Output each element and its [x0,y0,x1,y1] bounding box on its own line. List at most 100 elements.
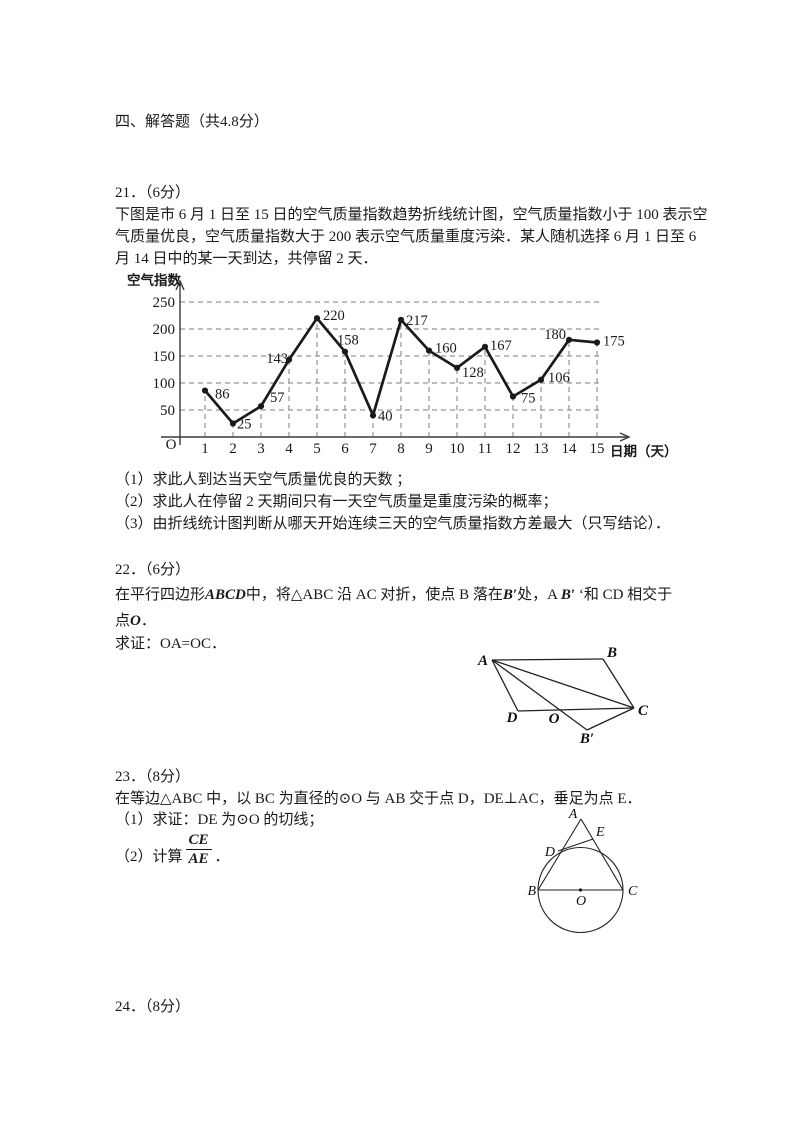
q21-number: 21．（6分） [115,185,191,201]
chart-xtick-label: 7 [369,441,377,457]
fig22-label-b: B [606,645,617,661]
chart-point-value-label: 86 [215,387,230,403]
fig23-segment-de [557,838,594,852]
chart-data-point [425,347,433,354]
q22-text: 中，将△ABC 沿 AC 对折，使点 B 落在 [245,587,503,603]
q22-text: ． [140,613,156,629]
chart-ytick-label: 50 [160,403,175,419]
fig22-segment-cbprime [586,707,635,731]
chart-data-point [565,336,573,343]
fig22-edge-dc [517,707,635,712]
chart-xtick-label: 14 [562,441,578,457]
chart-origin-label: O [166,437,177,453]
fig23-label-b: B [527,884,536,899]
chart-point-value-label: 57 [270,390,285,406]
q22-text: 处，A [517,587,561,603]
q22-text: 点 [115,613,131,629]
q22-var-bprime: B′ [502,587,518,603]
q22-var-o: O [130,613,141,629]
chart-point-value-label: 220 [323,308,345,324]
fig22-segment-abprime [491,659,588,731]
chart-point-value-label: 106 [548,370,570,386]
chart-xtick-label: 8 [397,441,405,457]
air-quality-line-chart: 5010015020025086255714322015840217160128… [127,272,678,459]
fraction-ce-over-ae: CE AE [185,833,212,867]
q21-sub-2: （2）求此人在停留 2 天期间只有一天空气质量是重度污染的概率； [115,494,558,510]
q22-text: ‘和 CD 相交于 [575,587,673,603]
chart-xtick-label: 15 [590,441,605,457]
chart-xtick-label: 4 [285,441,293,457]
chart-ytick-label: 200 [153,322,176,338]
q23-number: 23．（8分） [115,769,191,785]
chart-xtick-label: 3 [257,441,265,457]
fig23-label-a: A [568,807,578,822]
chart-point-value-label: 25 [237,417,252,433]
chart-x-axis-arrow [619,432,631,442]
fig23-label-d: D [544,845,555,860]
q23-sub2-suffix: ． [214,849,230,865]
q22-statement-line-1: 在平行四边形ABCD中，将△ABC 沿 AC 对折，使点 B 落在B′处，A B… [115,585,672,605]
chart-xtick-label: 11 [478,441,492,457]
q24-number: 24．（8分） [115,999,191,1015]
chart-point-value-label: 175 [603,334,625,350]
fig22-diagonal-ac [491,659,635,709]
chart-point-value-label: 40 [378,408,393,424]
chart-point-value-label: 128 [462,365,484,381]
q22-statement-line-2: 点O． [115,611,156,631]
q22-var-abcd: ABCD [205,587,246,603]
chart-point-value-label: 143 [266,351,288,367]
chart-xtick-label: 13 [534,441,549,457]
chart-xtick-label: 12 [506,441,521,457]
fig22-label-o: O [549,711,560,727]
chart-y-axis-arrow [175,279,185,291]
q22-number: 22．（6分） [115,562,191,578]
fig23-label-c: C [628,884,638,899]
chart-ytick-label: 250 [153,295,176,311]
chart-xtick-label: 5 [313,441,321,457]
q22-text: 在平行四边形 [115,587,206,603]
fraction-denominator: AE [188,851,209,867]
fraction-numerator: CE [185,833,212,850]
chart-point-value-label: 180 [544,327,566,343]
chart-point-value-label: 75 [521,391,536,407]
chart-xtick-label: 1 [201,441,209,457]
chart-ytick-label: 100 [153,376,176,392]
q23-sub-2: （2）计算 CE AE ． [115,833,230,867]
fig23-center-dot [578,888,583,892]
chart-data-point [453,364,461,371]
chart-point-value-label: 158 [337,333,359,349]
q21-intro-line-2: 气质量优良，空气质量指数大于 200 表示空气质量重度污染．某人随机选择 6 月… [115,229,697,245]
chart-data-point [341,348,349,355]
chart-ytick-label: 150 [153,349,176,365]
chart-data-point [481,343,489,350]
chart-xtick-label: 2 [229,441,237,457]
fig23-label-e: E [595,825,605,840]
fig22-label-d: D [506,710,518,726]
fig22-label-a: A [477,653,488,669]
fig22-edge-bc [602,658,635,709]
q21-sub-1: （1）求此人到达当天空气质量优良的天数 ； [115,472,412,488]
q21-intro-line-1: 下图是市 6 月 1 日至 15 日的空气质量指数趋势折线统计图，空气质量指数小… [115,207,708,223]
fig22-label-c: C [638,703,649,719]
chart-data-point [537,376,545,383]
chart-data-point [313,315,321,322]
chart-data-point [229,420,237,427]
chart-y-axis-title: 空气指数 [127,272,181,288]
q23-circle-triangle-figure: A E D B C O [527,807,638,934]
chart-x-axis-title: 日期（天） [610,444,678,459]
q21-intro-line-3: 月 14 日中的某一天到达，共停留 2 天． [115,251,378,267]
chart-xtick-label: 9 [425,441,433,457]
chart-data-point [201,387,209,394]
fig23-label-o: O [576,894,586,909]
fig22-edge-ab [491,658,604,661]
q21-sub-3: （3）由折线统计图判断从哪天开始连续三天的空气质量指数方差最大（只写结论）． [115,516,671,532]
q23-sub-1: （1）求证：DE 为⊙O 的切线； [115,812,324,828]
q22-prove-line: 求证：OA=OC． [115,636,226,652]
chart-data-point [285,356,293,363]
chart-data-point [257,403,265,410]
fig22-label-bprime: B′ [579,731,594,747]
chart-data-point [509,393,517,400]
chart-point-value-label: 167 [490,338,512,354]
q23-sub2-prefix: （2）计算 [115,849,183,865]
fig23-edge-ab [537,818,582,891]
